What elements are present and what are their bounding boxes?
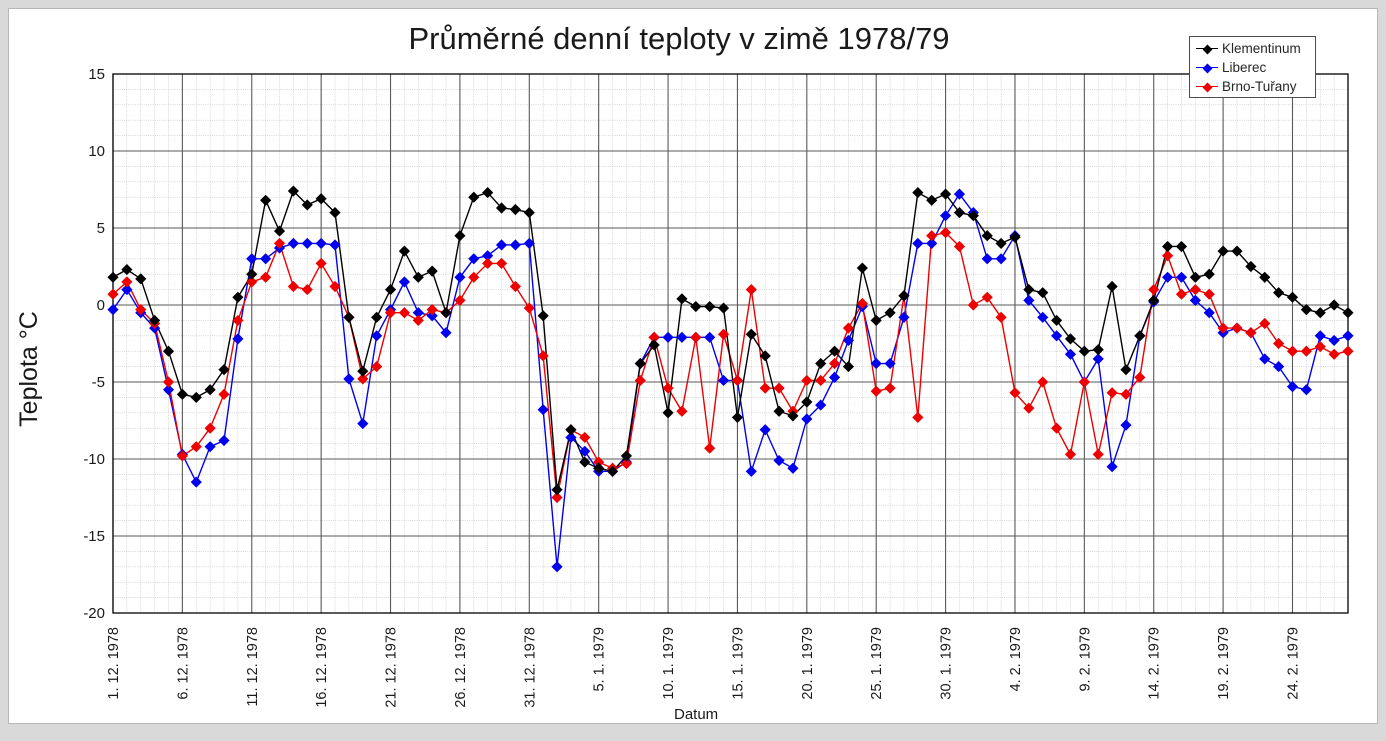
svg-text:5: 5 bbox=[97, 220, 105, 237]
svg-text:20. 1. 1979: 20. 1. 1979 bbox=[800, 627, 816, 700]
svg-text:31. 12. 1978: 31. 12. 1978 bbox=[522, 627, 538, 708]
svg-text:1. 12. 1978: 1. 12. 1978 bbox=[106, 627, 122, 700]
svg-text:11. 12. 1978: 11. 12. 1978 bbox=[245, 627, 261, 707]
svg-text:10: 10 bbox=[88, 143, 105, 160]
svg-text:16. 12. 1978: 16. 12. 1978 bbox=[314, 627, 330, 708]
svg-text:14. 2. 1979: 14. 2. 1979 bbox=[1147, 627, 1163, 700]
svg-text:25. 1. 1979: 25. 1. 1979 bbox=[869, 627, 885, 700]
svg-text:0: 0 bbox=[97, 297, 105, 314]
svg-text:21. 12. 1978: 21. 12. 1978 bbox=[384, 627, 400, 708]
svg-text:24. 2. 1979: 24. 2. 1979 bbox=[1285, 627, 1301, 700]
svg-text:10. 1. 1979: 10. 1. 1979 bbox=[661, 627, 677, 700]
svg-text:30. 1. 1979: 30. 1. 1979 bbox=[939, 627, 955, 700]
svg-text:-15: -15 bbox=[83, 528, 105, 545]
svg-text:6. 12. 1978: 6. 12. 1978 bbox=[175, 627, 191, 700]
svg-text:15. 1. 1979: 15. 1. 1979 bbox=[730, 627, 746, 700]
svg-text:-20: -20 bbox=[83, 605, 105, 622]
svg-text:-10: -10 bbox=[83, 451, 105, 468]
svg-text:5. 1. 1979: 5. 1. 1979 bbox=[592, 627, 608, 692]
svg-text:4. 2. 1979: 4. 2. 1979 bbox=[1008, 627, 1024, 692]
svg-text:19. 2. 1979: 19. 2. 1979 bbox=[1216, 627, 1232, 700]
svg-text:-5: -5 bbox=[92, 374, 105, 391]
svg-text:15: 15 bbox=[88, 66, 105, 83]
svg-text:26. 12. 1978: 26. 12. 1978 bbox=[453, 627, 469, 708]
svg-text:9. 2. 1979: 9. 2. 1979 bbox=[1077, 627, 1093, 692]
